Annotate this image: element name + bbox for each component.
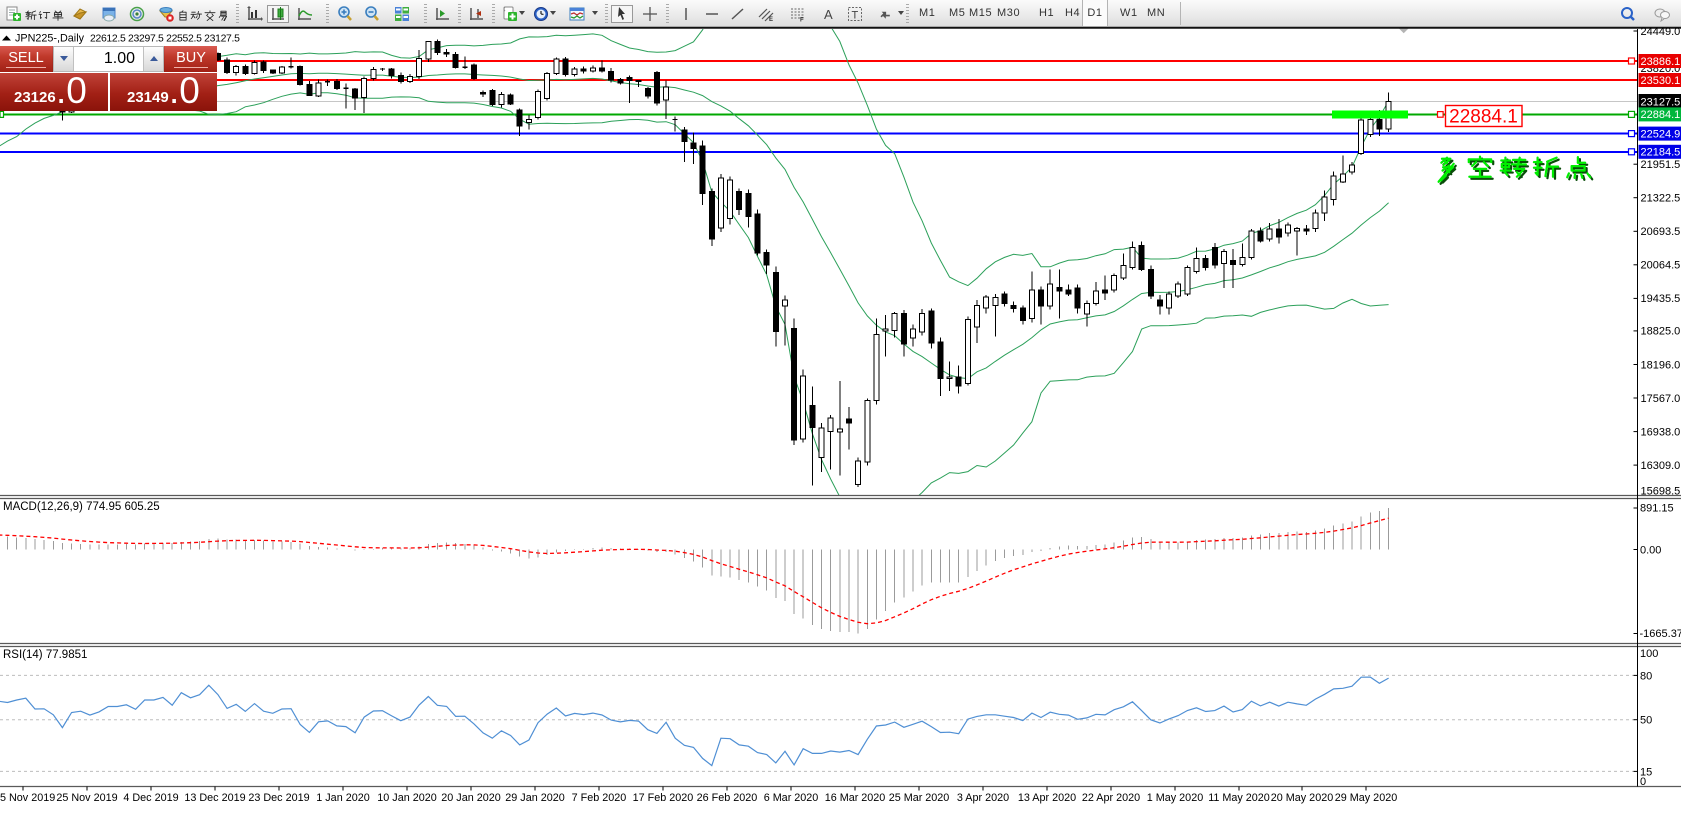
svg-text:24449.0: 24449.0 [1641, 26, 1681, 38]
svg-text:-1665.37: -1665.37 [1640, 628, 1681, 640]
svg-text:29 Jan 2020: 29 Jan 2020 [505, 792, 564, 804]
svg-text:0: 0 [1640, 776, 1646, 788]
svg-text:22884.1: 22884.1 [1641, 109, 1681, 121]
svg-text:17 Feb 2020: 17 Feb 2020 [633, 792, 694, 804]
svg-text:20693.5: 20693.5 [1641, 226, 1681, 238]
svg-text:20 Jan 2020: 20 Jan 2020 [441, 792, 500, 804]
svg-text:A: A [824, 7, 833, 22]
svg-text:22184.5: 22184.5 [1641, 147, 1681, 159]
svg-text:22612.5 23297.5 22552.5 23127.: 22612.5 23297.5 22552.5 23127.5 [90, 34, 240, 45]
svg-text:891.15: 891.15 [1640, 503, 1674, 515]
svg-text:5 Nov 2019: 5 Nov 2019 [0, 792, 55, 804]
svg-text:T: T [852, 10, 859, 22]
svg-text:4 Dec 2019: 4 Dec 2019 [123, 792, 178, 804]
svg-text:17567.0: 17567.0 [1641, 393, 1681, 405]
svg-text:0.00: 0.00 [1640, 545, 1661, 557]
svg-text:F: F [800, 18, 804, 23]
svg-text:21951.5: 21951.5 [1641, 159, 1681, 171]
svg-text:10 Jan 2020: 10 Jan 2020 [377, 792, 436, 804]
svg-text:23886.1: 23886.1 [1641, 56, 1681, 68]
svg-text:1 Jan 2020: 1 Jan 2020 [316, 792, 369, 804]
svg-text:23 Dec 2019: 23 Dec 2019 [248, 792, 309, 804]
svg-text:3 Apr 2020: 3 Apr 2020 [957, 792, 1009, 804]
svg-text:JPN225-,Daily: JPN225-,Daily [15, 33, 85, 45]
svg-text:21322.5: 21322.5 [1641, 193, 1681, 205]
svg-text:29 May 2020: 29 May 2020 [1335, 792, 1397, 804]
svg-text:23530.1: 23530.1 [1641, 75, 1681, 87]
svg-text:15: 15 [1640, 766, 1652, 778]
svg-text:20064.5: 20064.5 [1641, 260, 1681, 272]
svg-text:50: 50 [1640, 715, 1652, 727]
svg-text:25 Nov 2019: 25 Nov 2019 [56, 792, 117, 804]
svg-text:6 Mar 2020: 6 Mar 2020 [764, 792, 819, 804]
svg-text:22884.1: 22884.1 [1449, 107, 1518, 128]
svg-text:20 May 2020: 20 May 2020 [1271, 792, 1333, 804]
svg-text:16309.0: 16309.0 [1641, 460, 1681, 472]
svg-text:80: 80 [1640, 670, 1652, 682]
svg-text:16938.0: 16938.0 [1641, 426, 1681, 438]
svg-text:22524.9: 22524.9 [1641, 128, 1681, 140]
svg-text:16 Mar 2020: 16 Mar 2020 [825, 792, 886, 804]
svg-text:100: 100 [1640, 648, 1658, 660]
svg-text:25 Mar 2020: 25 Mar 2020 [889, 792, 950, 804]
svg-text:19435.5: 19435.5 [1641, 293, 1681, 305]
svg-text:18196.0: 18196.0 [1641, 359, 1681, 371]
svg-text:7 Feb 2020: 7 Feb 2020 [572, 792, 627, 804]
svg-text:13 Dec 2019: 13 Dec 2019 [184, 792, 245, 804]
svg-text:23127.5: 23127.5 [1641, 96, 1681, 108]
svg-text:13 Apr 2020: 13 Apr 2020 [1018, 792, 1076, 804]
svg-text:15698.5: 15698.5 [1641, 486, 1681, 498]
svg-text:26 Feb 2020: 26 Feb 2020 [697, 792, 758, 804]
svg-text:18825.0: 18825.0 [1641, 326, 1681, 338]
svg-text:1 May 2020: 1 May 2020 [1147, 792, 1203, 804]
svg-text:E: E [769, 17, 773, 22]
svg-text:22 Apr 2020: 22 Apr 2020 [1082, 792, 1140, 804]
svg-text:11 May 2020: 11 May 2020 [1208, 792, 1270, 804]
